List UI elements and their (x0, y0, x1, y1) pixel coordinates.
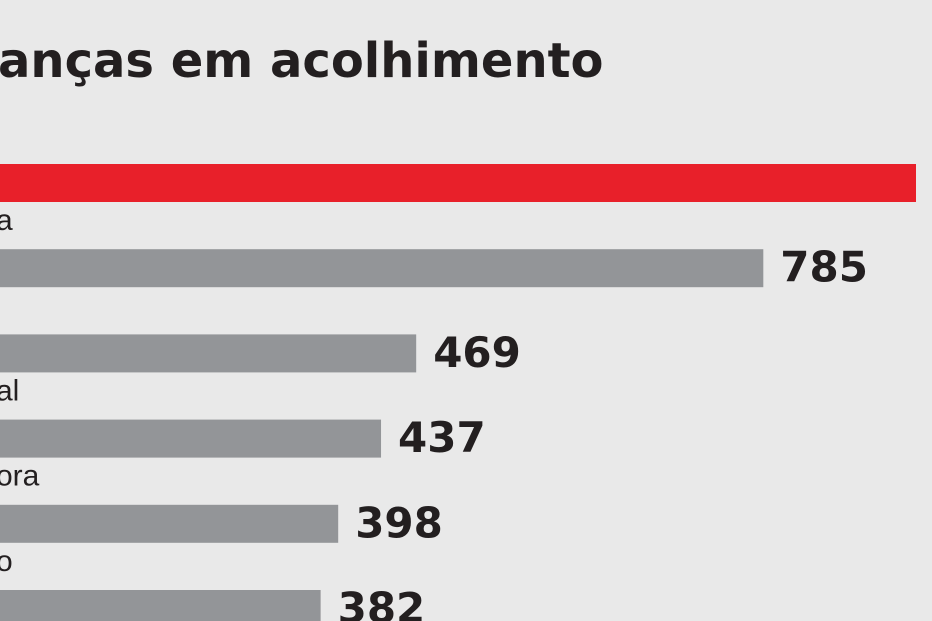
category-label: al (0, 375, 19, 408)
bar (0, 419, 382, 458)
bar (0, 164, 916, 202)
category-label: a (0, 204, 13, 237)
bar (0, 504, 339, 543)
bar (0, 249, 764, 288)
bar (0, 590, 321, 621)
value-label: 469 (433, 328, 521, 377)
category-label: o (0, 545, 13, 578)
value-label: 382 (338, 584, 426, 621)
value-label: 437 (398, 413, 486, 462)
bar (0, 334, 417, 373)
value-label: 398 (355, 498, 443, 547)
chart-title: anças em acolhimento (0, 33, 604, 89)
value-label: 785 (780, 243, 868, 292)
category-label: ora (0, 460, 40, 493)
